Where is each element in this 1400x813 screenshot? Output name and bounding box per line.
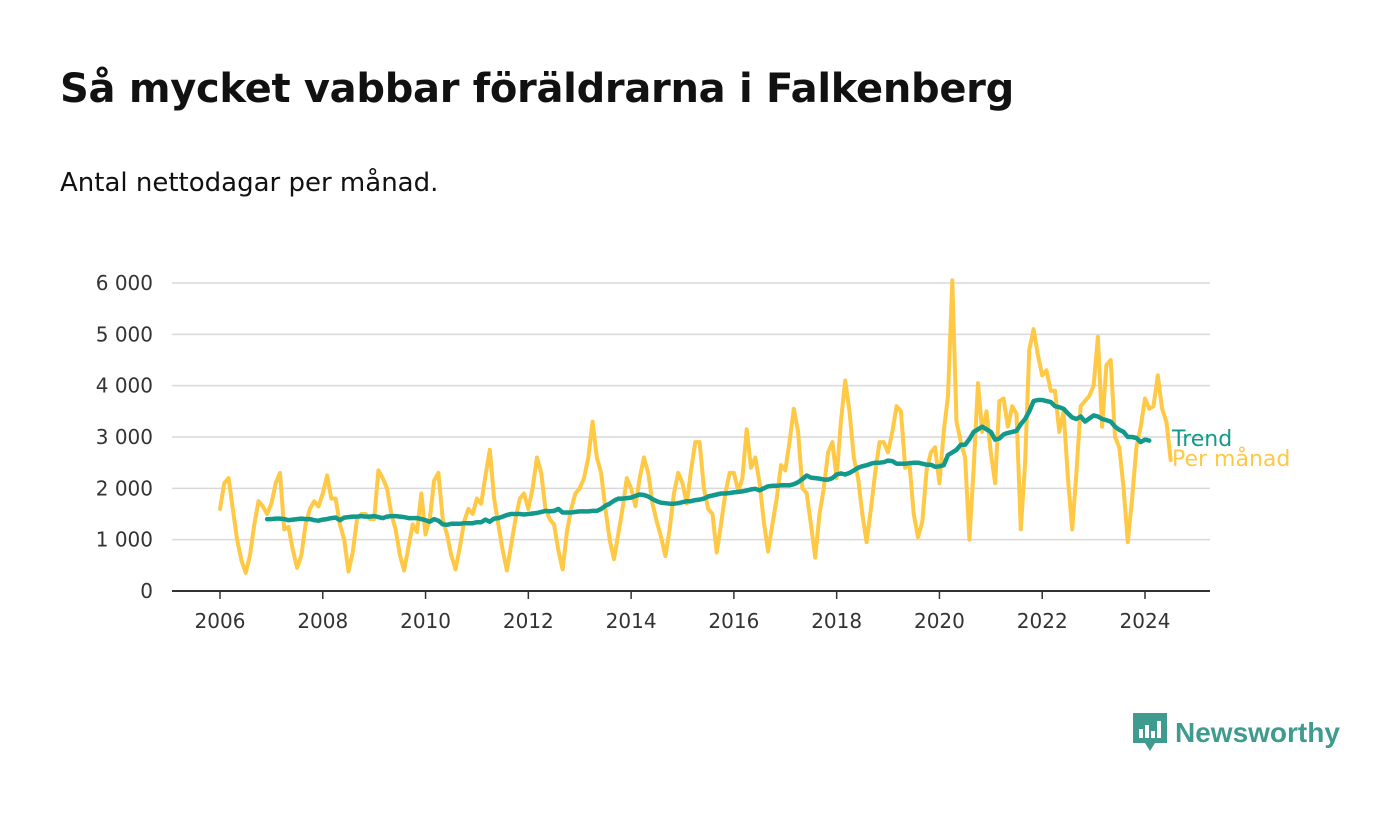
- y-tick-label: 1 000: [96, 528, 153, 552]
- y-tick-label: 5 000: [96, 322, 153, 346]
- x-tick-label: 2018: [811, 609, 862, 633]
- chart-title: Så mycket vabbar föräldrarna i Falkenber…: [60, 66, 1014, 112]
- series-line-monthly: [218, 278, 1173, 575]
- newsworthy-logo-text: Newsworthy: [1175, 717, 1340, 748]
- newsworthy-logo-icon: [1133, 713, 1167, 751]
- series-lines: [218, 278, 1173, 575]
- x-tick-label: 2022: [1017, 609, 1068, 633]
- x-tick-label: 2016: [708, 609, 759, 633]
- y-tick-label: 0: [140, 579, 153, 603]
- y-tick-label: 3 000: [96, 425, 153, 449]
- chart-subtitle: Antal nettodagar per månad.: [60, 168, 439, 198]
- x-tick-label: 2024: [1120, 609, 1171, 633]
- x-tick-label: 2020: [914, 609, 965, 633]
- x-tick-label: 2006: [195, 609, 246, 633]
- grid-lines: [172, 282, 1210, 592]
- y-tick-label: 4 000: [96, 374, 153, 398]
- x-tick-label: 2010: [400, 609, 451, 633]
- newsworthy-logo: Newsworthy: [1133, 713, 1340, 753]
- x-tick-label: 2008: [297, 609, 348, 633]
- x-axis-ticks: 2006 2008 2010 2012 2014 2016 2018 2020 2022 2024: [195, 591, 1171, 633]
- x-tick-label: 2012: [503, 609, 554, 633]
- x-tick-label: 2014: [606, 609, 657, 633]
- series-line-trend: [264, 397, 1152, 528]
- y-axis-ticks: 0 1 000 2 000 3 000 4 000 5 000 6 000: [96, 271, 153, 603]
- y-tick-label: 2 000: [96, 476, 153, 500]
- series-label-monthly: Per månad: [1172, 446, 1290, 472]
- y-tick-label: 6 000: [96, 271, 153, 295]
- series-label-trend: Trend: [1171, 427, 1232, 452]
